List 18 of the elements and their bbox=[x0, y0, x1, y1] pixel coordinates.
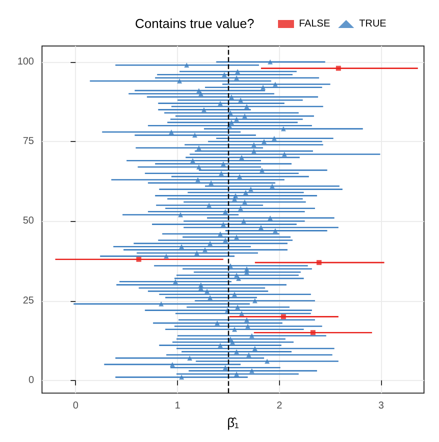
legend-title: Contains true value? bbox=[135, 16, 254, 31]
x-tick-label: 0 bbox=[72, 400, 79, 412]
y-tick-label: 50 bbox=[22, 216, 34, 227]
x-tick-label: 3 bbox=[378, 400, 384, 412]
y-tick-label: 100 bbox=[17, 56, 34, 68]
point bbox=[316, 260, 322, 266]
point bbox=[310, 330, 316, 336]
point bbox=[136, 256, 142, 262]
legend-label: FALSE bbox=[299, 18, 330, 30]
x-tick-label: 2 bbox=[276, 400, 283, 412]
legend-label: TRUE bbox=[359, 18, 387, 30]
point bbox=[280, 314, 286, 320]
y-tick-label: 75 bbox=[22, 136, 34, 148]
x-tick-label: 1 bbox=[174, 400, 181, 412]
y-tick-label: 25 bbox=[22, 295, 34, 306]
x-axis-title: β̂₁ bbox=[227, 415, 240, 430]
point bbox=[336, 66, 341, 71]
y-tick-label: 0 bbox=[28, 374, 34, 386]
